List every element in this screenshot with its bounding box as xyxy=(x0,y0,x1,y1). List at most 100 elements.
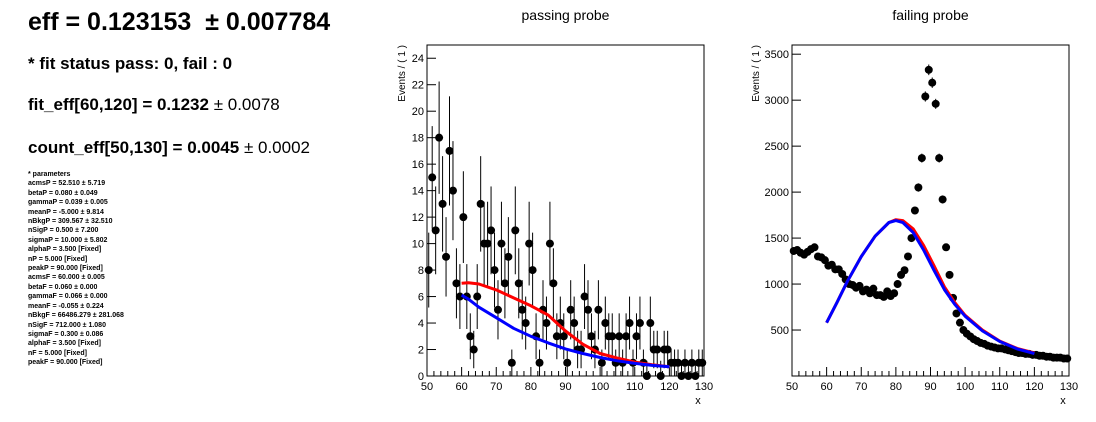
failing-probe-plot: failing probe 50 60 70 80 90 100 110 120 130 500 10… xyxy=(751,7,1078,407)
efficiency-error: ± 0.007784 xyxy=(205,8,331,36)
parameter-item: betaP = 0.080 ± 0.049 xyxy=(28,189,98,197)
fit-status-label: * fit status pass: 0, fail : 0 xyxy=(28,54,233,73)
data-point xyxy=(903,252,912,261)
data-point xyxy=(545,239,554,248)
x-tick-label: 90 xyxy=(559,381,571,393)
data-point xyxy=(518,305,527,314)
data-point xyxy=(594,305,603,314)
data-point xyxy=(698,358,707,367)
y-tick-label: 20 xyxy=(412,106,424,118)
data-point xyxy=(656,372,665,380)
parameter-list: * parameters acmsP = 52.510 ± 5.719 betaP… xyxy=(28,170,124,368)
data-point xyxy=(684,372,693,380)
data-point xyxy=(525,239,534,248)
plot-frame xyxy=(426,44,705,377)
fit-efficiency-error: ± 0.0078 xyxy=(213,95,280,114)
x-tick-label: 90 xyxy=(924,381,936,393)
data-point xyxy=(955,318,964,327)
fit-summary-panel: eff = 0.123153 ± 0.007784 * fit status p… xyxy=(0,0,380,422)
data-point xyxy=(452,279,461,288)
parameter-item: nBkgP = 309.567 ± 32.510 xyxy=(28,218,113,226)
parameter-item: nF = 5.000 [Fixed] xyxy=(28,349,87,357)
data-point xyxy=(549,279,558,288)
x-tick-label: 60 xyxy=(821,381,833,393)
chart-title: failing probe xyxy=(892,7,968,23)
y-tick-label: 500 xyxy=(771,325,789,337)
background-fit-curve xyxy=(460,293,670,369)
data-point xyxy=(528,266,537,275)
efficiency-label: eff = 0.123153 ± 0.007784 xyxy=(28,8,330,37)
parameter-item: peakP = 90.000 [Fixed] xyxy=(28,265,103,273)
x-tick-label: 100 xyxy=(956,381,974,393)
data-point xyxy=(438,199,447,208)
data-point xyxy=(459,213,468,222)
data-point xyxy=(907,234,916,243)
y-tick-label: 24 xyxy=(412,53,424,65)
y-tick-label: 3500 xyxy=(765,49,789,61)
count-efficiency-value: count_eff[50,130] = 0.0045 xyxy=(28,138,240,157)
parameter-item: betaF = 0.060 ± 0.000 xyxy=(28,283,98,291)
fit-efficiency-label: fit_eff[60,120] = 0.1232 ± 0.0078 xyxy=(28,95,280,115)
data-point xyxy=(483,239,492,248)
data-point xyxy=(521,319,530,328)
data-point xyxy=(952,309,961,318)
data-point xyxy=(473,292,482,301)
data-point xyxy=(910,206,919,215)
fit-efficiency-value: fit_eff[60,120] = 0.1232 xyxy=(28,95,209,114)
data-point xyxy=(1063,354,1072,363)
x-tick-label: 110 xyxy=(626,381,644,393)
parameter-item: meanP = -5.000 ± 9.814 xyxy=(28,208,104,216)
data-point xyxy=(942,243,951,252)
data-point xyxy=(945,270,954,279)
parameter-item: meanF = -0.055 ± 0.224 xyxy=(28,302,104,310)
y-tick-label: 14 xyxy=(412,186,424,198)
total-fit-curve xyxy=(461,281,670,369)
background-fit-curve xyxy=(825,219,1035,355)
data-point xyxy=(487,226,496,235)
data-point xyxy=(455,292,464,301)
y-tick-label: 3000 xyxy=(765,95,789,107)
y-tick-label: 2500 xyxy=(765,141,789,153)
data-point xyxy=(493,305,502,314)
plot-area xyxy=(424,81,707,380)
data-point xyxy=(677,372,686,380)
data-point xyxy=(542,319,551,328)
efficiency-value: eff = 0.123153 xyxy=(28,8,192,36)
x-tick-label: 70 xyxy=(490,381,502,393)
count-efficiency-error: ± 0.0002 xyxy=(243,138,310,157)
data-point xyxy=(687,358,696,367)
data-point xyxy=(622,332,631,341)
x-tick-label: 120 xyxy=(660,381,678,393)
plot-area xyxy=(789,64,1072,363)
parameter-item: gammaP = 0.039 ± 0.005 xyxy=(28,199,108,207)
data-point xyxy=(587,332,596,341)
data-point xyxy=(632,332,641,341)
data-point xyxy=(490,266,499,275)
data-point xyxy=(680,358,689,367)
data-point xyxy=(653,345,662,354)
data-point xyxy=(431,226,440,235)
x-tick-label: 100 xyxy=(591,381,609,393)
data-point xyxy=(601,319,610,328)
data-point xyxy=(435,133,444,142)
data-point xyxy=(504,252,513,261)
data-point xyxy=(563,358,572,367)
parameter-item: sigmaP = 10.000 ± 5.802 xyxy=(28,236,108,244)
y-tick-label: 10 xyxy=(412,239,424,251)
x-tick-label: 120 xyxy=(1025,381,1043,393)
y-tick-label: 12 xyxy=(412,212,424,224)
data-point xyxy=(566,305,575,314)
plot-frame xyxy=(791,44,1070,377)
x-tick-label: 50 xyxy=(786,381,798,393)
chart-title: passing probe xyxy=(522,7,610,23)
data-point xyxy=(584,305,593,314)
x-tick-label: 50 xyxy=(421,381,433,393)
data-point xyxy=(511,226,520,235)
parameter-item: nSigF = 712.000 ± 1.080 xyxy=(28,321,106,329)
data-point xyxy=(900,266,909,275)
y-tick-label: 16 xyxy=(412,159,424,171)
data-point xyxy=(893,280,902,289)
data-point xyxy=(469,345,478,354)
data-point xyxy=(691,372,700,380)
